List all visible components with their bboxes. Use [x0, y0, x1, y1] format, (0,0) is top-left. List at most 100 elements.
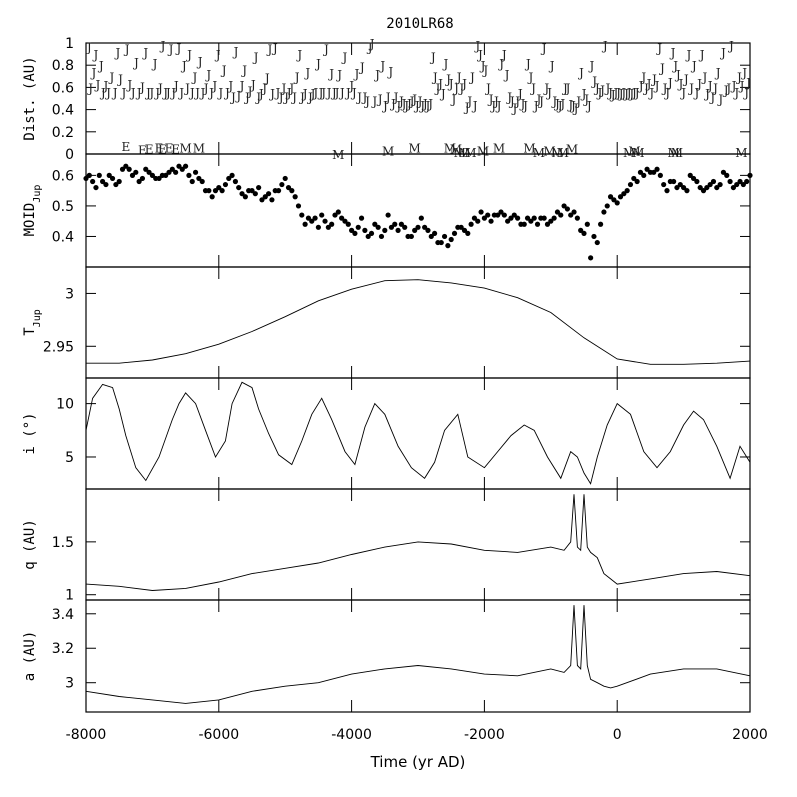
close-approach-marker: J: [642, 81, 649, 95]
data-point: [700, 188, 707, 194]
data-point: [96, 172, 102, 178]
close-approach-marker: J: [492, 95, 499, 109]
close-approach-marker: J: [711, 81, 718, 95]
data-point: [90, 178, 96, 185]
close-approach-marker: J: [738, 79, 745, 93]
y-tick-label: 3: [65, 676, 74, 692]
y-tick-label: 10: [56, 397, 74, 413]
close-approach-marker: J: [698, 48, 705, 62]
close-approach-marker: J: [434, 81, 441, 95]
close-approach-marker: J: [410, 93, 417, 107]
data-point: [282, 175, 288, 182]
close-approach-marker: J: [344, 86, 351, 100]
close-approach-marker: J: [724, 81, 731, 95]
data-point: [163, 172, 169, 178]
data-point: [109, 175, 116, 182]
data-point: [329, 221, 335, 227]
close-approach-marker: J: [545, 86, 552, 100]
y-tick-label: 0.2: [52, 125, 74, 141]
data-point: [302, 221, 308, 227]
close-approach-marker: J: [132, 56, 139, 70]
data-point: [505, 218, 511, 224]
close-approach-marker: J: [611, 86, 618, 100]
data-point: [418, 215, 424, 221]
data-point: [690, 175, 697, 182]
close-approach-marker: J: [273, 86, 280, 100]
data-point: [106, 172, 112, 178]
close-approach-marker: J: [263, 71, 270, 85]
data-point: [398, 221, 404, 227]
close-approach-marker: J: [722, 84, 729, 98]
close-approach-marker: J: [268, 87, 275, 101]
panel-incl: 5 10 i (°): [22, 377, 751, 490]
data-point: [747, 172, 753, 178]
data-point: [392, 221, 398, 227]
close-approach-marker: J: [92, 48, 99, 62]
close-approach-marker: J: [188, 86, 195, 100]
data-point: [558, 212, 564, 218]
close-approach-marker: J: [378, 59, 385, 73]
data-point: [740, 181, 746, 188]
series-J: JJJJJJJJJJJJJJJJJJJJJJJJJJJJJJJJJJJJJJJJ…: [85, 37, 751, 115]
close-approach-marker: J: [740, 66, 747, 80]
close-approach-marker: M: [566, 142, 578, 156]
data-point: [322, 218, 328, 224]
data-point: [192, 169, 199, 175]
close-approach-marker: J: [742, 86, 749, 100]
data-point: [209, 194, 215, 200]
close-approach-marker: J: [266, 43, 273, 57]
chart-title: 2010LR68: [386, 16, 453, 32]
close-approach-marker: J: [311, 86, 318, 100]
data-point: [199, 178, 205, 185]
close-approach-marker: J: [151, 57, 158, 71]
close-approach-marker: J: [695, 77, 702, 91]
close-approach-marker: J: [90, 66, 97, 80]
close-approach-marker: M: [667, 146, 679, 160]
close-approach-marker: J: [603, 81, 610, 95]
close-approach-marker: J: [325, 86, 332, 100]
close-approach-marker: J: [521, 99, 528, 113]
data-point: [289, 188, 295, 194]
close-approach-marker: J: [730, 79, 737, 93]
close-approach-marker: J: [548, 59, 555, 73]
close-approach-marker: J: [465, 95, 472, 109]
data-point: [681, 184, 687, 191]
data-point: [325, 224, 331, 230]
y-axis-title-main: i (°): [22, 412, 38, 454]
data-point: [574, 215, 580, 221]
close-approach-marker: J: [622, 87, 629, 101]
data-point: [551, 215, 557, 221]
close-approach-marker: J: [529, 81, 536, 95]
x-tick-label: -4000: [331, 727, 372, 743]
close-approach-marker: J: [144, 86, 151, 100]
close-approach-marker: J: [246, 85, 253, 99]
data-point: [578, 227, 584, 233]
close-approach-marker: E: [145, 142, 154, 156]
close-approach-marker: J: [198, 86, 205, 100]
panel-frame: [85, 377, 751, 490]
close-approach-marker: J: [104, 86, 111, 100]
data-point: [521, 221, 527, 227]
data-point: [252, 191, 258, 197]
data-point: [166, 169, 172, 175]
close-approach-marker: J: [129, 86, 136, 100]
panel-moid: 0.4 0.5 0.6 MOIDJup: [22, 153, 753, 268]
close-approach-marker: J: [285, 86, 292, 100]
close-approach-marker: E: [158, 142, 167, 156]
close-approach-marker: M: [671, 146, 683, 160]
x-tick-label: -8000: [66, 727, 107, 743]
close-approach-marker: M: [628, 145, 640, 159]
close-approach-marker: J: [214, 48, 221, 62]
data-point: [126, 166, 132, 172]
close-approach-marker: M: [557, 146, 569, 160]
data-point: [93, 184, 99, 191]
data-point: [139, 175, 146, 182]
close-approach-marker: J: [147, 86, 154, 100]
close-approach-marker: J: [744, 76, 751, 90]
close-approach-marker: J: [561, 81, 568, 95]
close-approach-marker: J: [436, 77, 443, 91]
data-point: [432, 230, 438, 237]
data-point: [710, 178, 717, 185]
data-point: [634, 178, 640, 185]
data-point: [206, 188, 212, 194]
